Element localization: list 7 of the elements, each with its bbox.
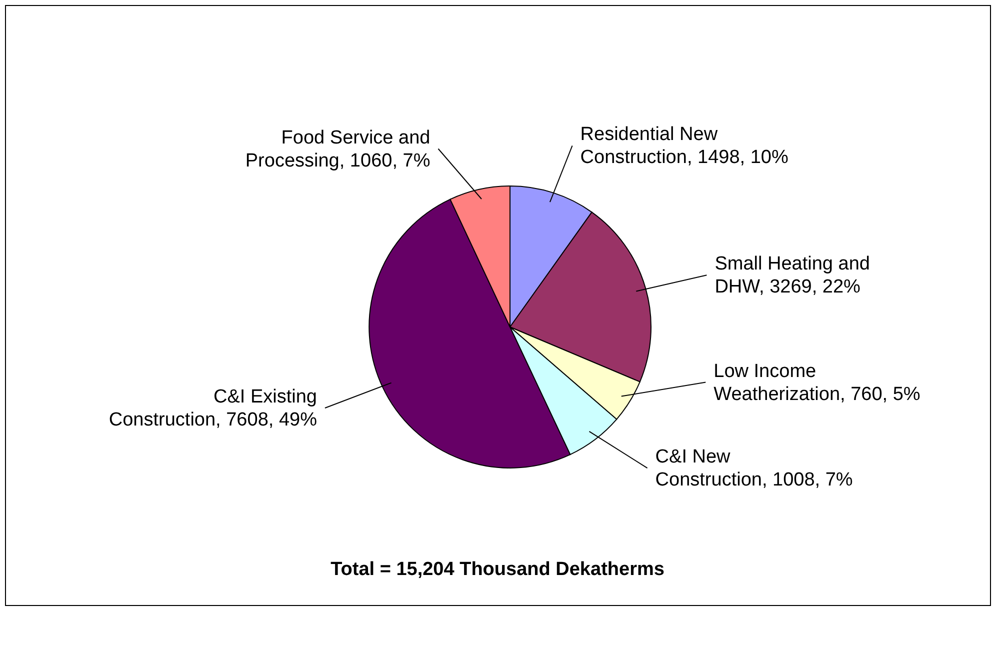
slice-label: Residential New Construction, 1498, 10% <box>580 124 788 168</box>
slice-label: C&I Existing Construction, 7608, 49% <box>108 386 318 430</box>
slice-label: Small Heating and DHW, 3269, 22% <box>714 254 870 298</box>
slice-label: Low Income Weatherization, 760, 5% <box>714 360 920 405</box>
text: Total = 15,204 Thousand Dekatherms <box>330 559 664 580</box>
slice-label: C&I New Construction, 1008, 7% <box>655 446 853 491</box>
slice-label: Food Service and Processing, 1060, 7% <box>245 127 430 172</box>
